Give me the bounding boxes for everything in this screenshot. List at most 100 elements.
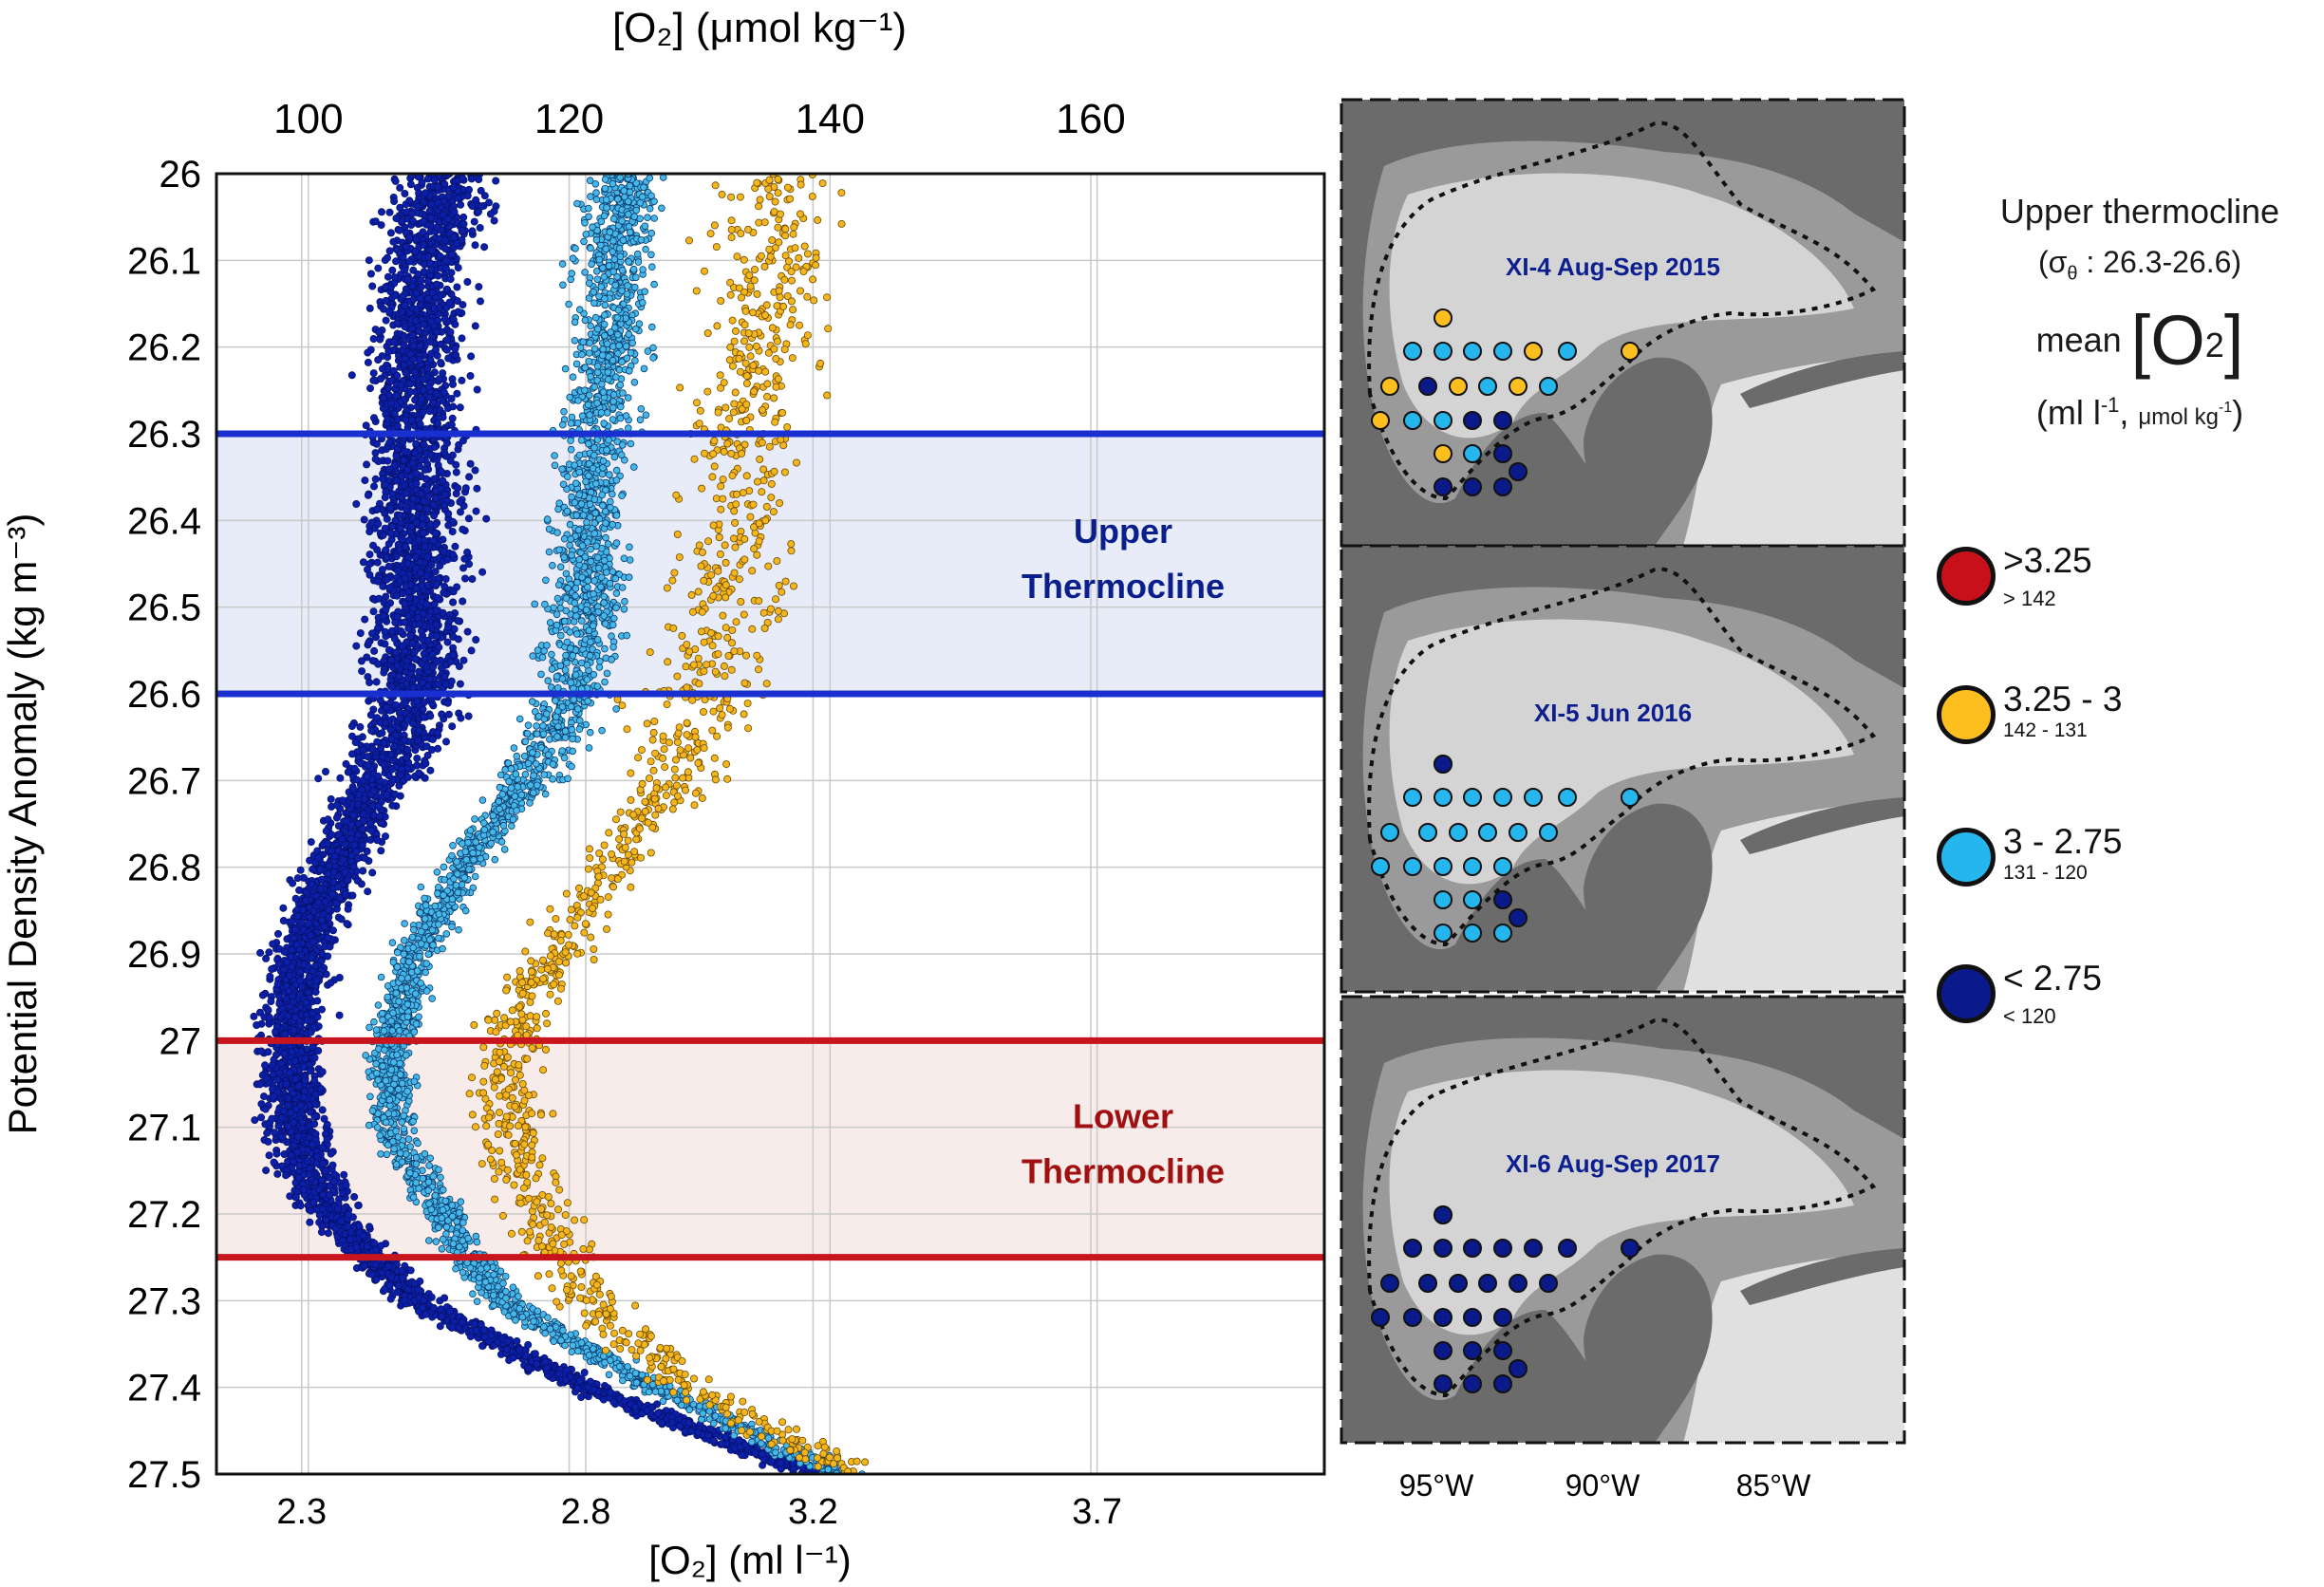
data-point (477, 186, 485, 195)
data-point (325, 913, 333, 922)
data-point (454, 617, 462, 625)
data-point (393, 421, 402, 430)
data-point (373, 714, 382, 722)
data-point (327, 1149, 335, 1158)
data-point (631, 1403, 640, 1411)
data-point (389, 237, 398, 246)
data-point (468, 575, 477, 584)
data-point (374, 624, 383, 632)
data-point (296, 866, 305, 874)
data-point (284, 1093, 292, 1102)
data-point (291, 894, 300, 903)
data-point (309, 938, 317, 946)
data-point (437, 663, 445, 672)
data-point (402, 582, 410, 590)
data-point (460, 574, 469, 583)
data-point (293, 874, 302, 883)
data-point (284, 1012, 292, 1020)
data-point (541, 1358, 550, 1367)
data-point (397, 500, 405, 509)
data-point (383, 575, 391, 584)
data-point (269, 940, 277, 948)
data-point (434, 744, 442, 753)
data-point (428, 289, 437, 297)
data-point (398, 292, 406, 301)
data-point (377, 374, 385, 383)
data-point (426, 712, 435, 720)
data-point (323, 1135, 331, 1144)
data-point (384, 465, 393, 474)
data-point (356, 629, 365, 638)
data-point (419, 513, 427, 522)
data-point (446, 457, 455, 465)
data-point (291, 925, 300, 934)
data-point (348, 891, 357, 900)
data-point (320, 1114, 328, 1123)
data-point (463, 627, 472, 636)
data-point (259, 1092, 268, 1101)
data-point (369, 787, 378, 795)
data-point (375, 327, 384, 336)
data-point (365, 819, 374, 828)
data-point (382, 283, 390, 291)
data-point (420, 642, 428, 650)
data-point (401, 618, 409, 626)
data-point (335, 1011, 344, 1019)
data-point (309, 1140, 317, 1148)
data-point (410, 448, 419, 457)
data-point (347, 794, 355, 802)
data-point (411, 655, 420, 663)
data-point (336, 774, 345, 782)
data-point (369, 482, 378, 491)
data-point (478, 1342, 486, 1351)
data-point (385, 439, 394, 447)
data-point (424, 252, 433, 261)
data-point (334, 883, 343, 891)
data-point (387, 490, 396, 498)
data-point (573, 1384, 582, 1392)
data-point (434, 594, 442, 603)
data-point (365, 679, 374, 687)
data-point (320, 923, 328, 931)
data-point (280, 1050, 289, 1058)
data-point (427, 200, 436, 209)
data-point (718, 1440, 726, 1448)
data-point (361, 853, 369, 862)
data-point (369, 334, 378, 343)
data-point (422, 742, 431, 751)
data-point (461, 484, 470, 493)
data-point (428, 735, 437, 743)
data-point (250, 1012, 258, 1020)
data-point (407, 663, 416, 672)
data-point (412, 585, 421, 593)
data-point (395, 226, 403, 234)
data-point (419, 1297, 427, 1305)
data-point (406, 631, 415, 640)
data-point (687, 1427, 696, 1435)
data-point (265, 1151, 273, 1160)
data-point (423, 175, 432, 183)
data-point (401, 189, 409, 197)
data-point (381, 494, 389, 502)
data-point (381, 640, 389, 648)
data-point (390, 338, 399, 346)
data-point (377, 208, 385, 216)
data-point (398, 642, 406, 650)
data-point (343, 817, 351, 826)
data-point (299, 1093, 308, 1102)
data-point (380, 760, 388, 769)
data-point (448, 722, 457, 731)
data-point (322, 1216, 330, 1224)
data-point (385, 584, 394, 592)
data-point (376, 696, 384, 704)
data-point (453, 389, 461, 398)
data-point (273, 1169, 282, 1178)
data-point (384, 562, 393, 570)
data-point (390, 197, 399, 206)
data-point (279, 904, 288, 912)
data-point (386, 229, 395, 237)
data-point (420, 320, 428, 328)
data-point (364, 761, 372, 770)
data-point (393, 662, 402, 670)
data-point (473, 484, 481, 493)
